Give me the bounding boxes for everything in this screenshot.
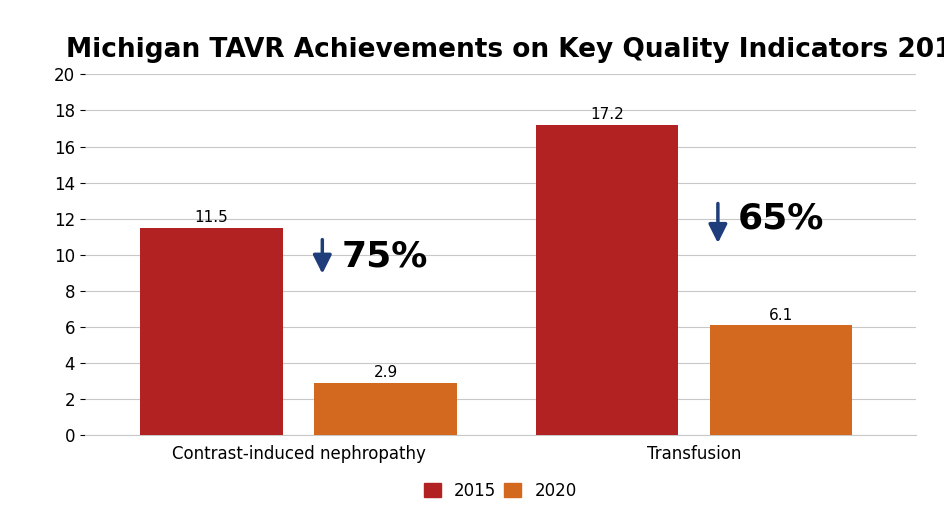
Text: 65%: 65% <box>737 202 824 236</box>
Bar <box>536 125 679 435</box>
Bar <box>141 228 283 435</box>
Bar <box>710 326 852 435</box>
Bar <box>314 383 457 435</box>
Text: 75%: 75% <box>342 239 429 273</box>
Text: 11.5: 11.5 <box>194 210 228 225</box>
Text: 2.9: 2.9 <box>374 365 397 380</box>
Legend: 2015, 2020: 2015, 2020 <box>417 475 583 507</box>
Text: 17.2: 17.2 <box>590 107 624 122</box>
Text: 6.1: 6.1 <box>769 307 793 322</box>
Text: Michigan TAVR Achievements on Key Quality Indicators 2015 - 2020: Michigan TAVR Achievements on Key Qualit… <box>66 37 944 63</box>
